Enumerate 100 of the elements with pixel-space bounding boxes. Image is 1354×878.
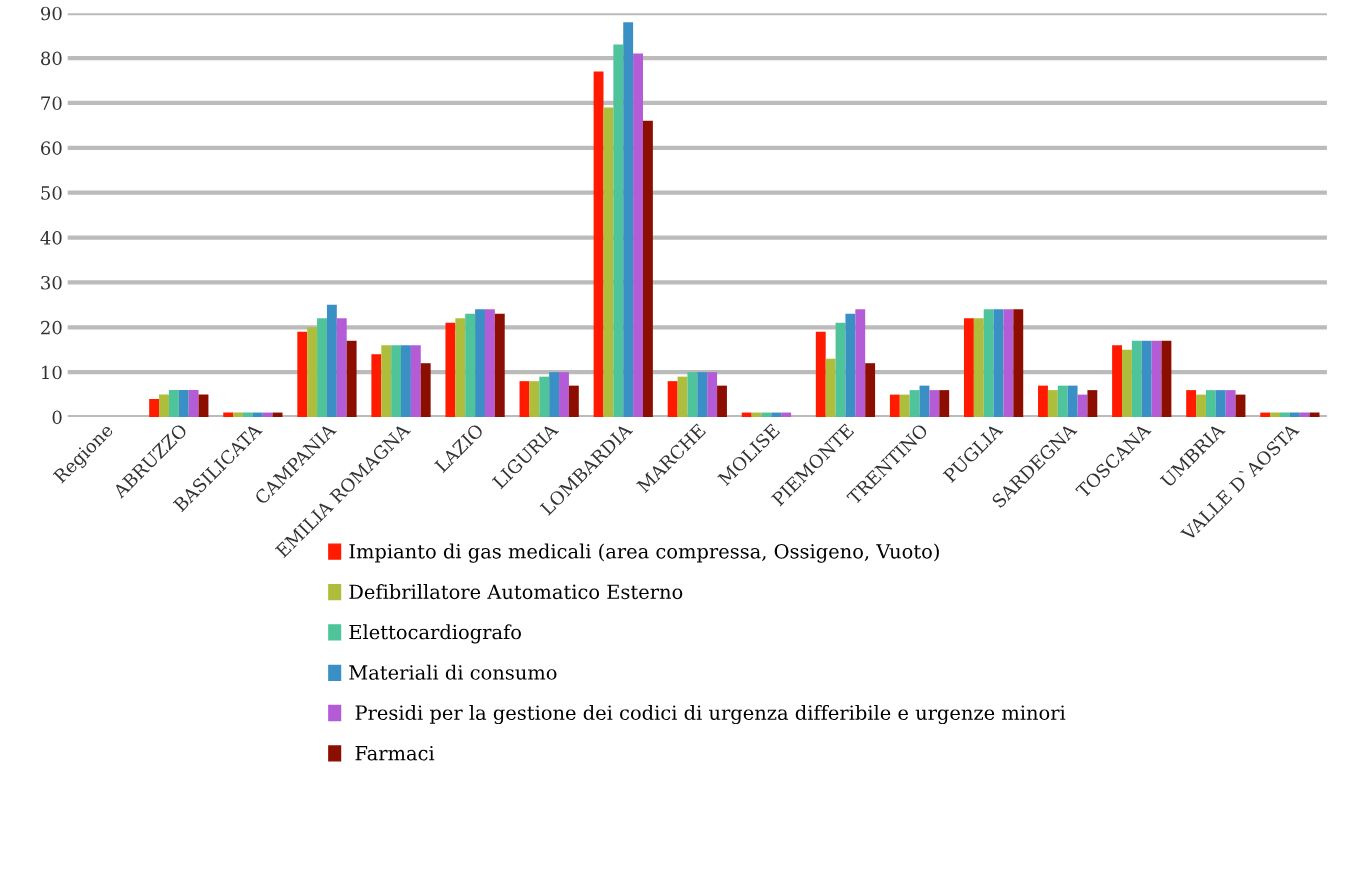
bar — [1067, 385, 1078, 418]
bar — [1205, 390, 1216, 418]
bar — [223, 412, 234, 418]
bar — [1161, 340, 1172, 418]
bar — [781, 412, 792, 418]
bar — [1038, 385, 1048, 418]
bar — [993, 309, 1004, 418]
legend-label: Impianto di gas medicali (area compressa, Ossigeno, Vuoto) — [349, 543, 939, 563]
bar — [519, 381, 530, 418]
bar — [939, 390, 950, 418]
bar — [381, 345, 392, 418]
bar — [252, 412, 263, 418]
bar — [159, 394, 169, 418]
bar — [371, 354, 382, 418]
bar — [1121, 349, 1132, 418]
bar — [178, 390, 189, 418]
bar — [1186, 390, 1197, 418]
bar — [835, 322, 846, 418]
bar — [899, 394, 910, 418]
y-tick-label: 80 — [41, 51, 62, 66]
bar — [188, 390, 199, 418]
bar — [707, 372, 718, 418]
bar — [1289, 412, 1300, 418]
bar — [568, 385, 579, 418]
bar — [825, 358, 836, 418]
bar — [539, 376, 550, 418]
bar — [1003, 309, 1014, 418]
legend-label: Elettocardiografo — [349, 624, 521, 644]
bar — [1112, 345, 1122, 418]
bar — [889, 394, 900, 418]
bar — [243, 412, 253, 418]
bar — [633, 53, 643, 418]
bar — [410, 345, 421, 418]
bar — [391, 345, 402, 418]
bar — [445, 322, 456, 418]
y-tick-label: 0 — [52, 410, 62, 425]
bar — [307, 327, 318, 418]
bar — [494, 313, 505, 418]
bar — [401, 345, 411, 418]
bar — [1260, 412, 1271, 418]
y-tick-label: 40 — [40, 231, 62, 245]
y-tick-label: 90 — [41, 6, 62, 21]
legend-label: Defibrillatore Automatico Esterno — [349, 584, 683, 600]
bar — [455, 318, 466, 418]
y-tick-label: 10 — [42, 365, 62, 380]
bar — [613, 44, 624, 418]
bar — [919, 385, 930, 418]
bar — [168, 390, 179, 418]
bar — [687, 372, 698, 418]
bar — [1225, 390, 1236, 418]
bar — [697, 372, 708, 418]
bar — [1299, 412, 1310, 418]
bar — [336, 318, 347, 418]
bar — [909, 390, 920, 418]
bar — [751, 412, 762, 418]
bar — [420, 363, 431, 418]
bar — [1013, 309, 1024, 418]
bar — [677, 376, 688, 418]
bar — [741, 412, 752, 418]
bar — [465, 313, 476, 418]
y-tick-label: 30 — [41, 275, 62, 290]
bar — [623, 22, 634, 418]
bar — [1047, 390, 1058, 418]
bar — [559, 372, 569, 418]
bar — [929, 390, 940, 418]
y-tick-label: 60 — [41, 141, 62, 155]
bar — [973, 318, 984, 418]
bar — [815, 331, 826, 418]
bar — [1057, 385, 1068, 418]
bar — [317, 318, 327, 418]
y-tick-label: 50 — [41, 186, 62, 200]
bar — [1087, 390, 1098, 418]
bar — [272, 412, 283, 418]
bar — [1280, 412, 1290, 418]
bar — [1215, 390, 1226, 418]
y-tick-label: 70 — [41, 96, 62, 111]
bar — [963, 318, 974, 418]
bar — [326, 304, 337, 418]
bar — [1309, 412, 1320, 418]
bar — [549, 372, 560, 418]
bar — [865, 363, 876, 418]
bar — [771, 412, 782, 418]
bar — [1196, 394, 1206, 418]
bar — [717, 385, 727, 418]
bar — [484, 309, 495, 418]
bar — [593, 71, 604, 418]
legend-label: Farmaci — [355, 745, 435, 761]
bar — [475, 309, 485, 418]
bar — [603, 107, 614, 418]
bar — [149, 399, 160, 418]
bar — [642, 120, 653, 418]
y-tick-label: 20 — [41, 320, 62, 335]
bar — [1141, 340, 1152, 418]
legend-label: Materiali di consumo — [349, 664, 557, 680]
bar — [667, 381, 678, 418]
bar — [845, 313, 856, 418]
legend-label: Presidi per la gestione dei codici di urgenza differibile e urgenze minori — [355, 704, 1066, 725]
bar — [529, 381, 540, 418]
bar — [262, 412, 273, 418]
bar — [1151, 340, 1162, 418]
